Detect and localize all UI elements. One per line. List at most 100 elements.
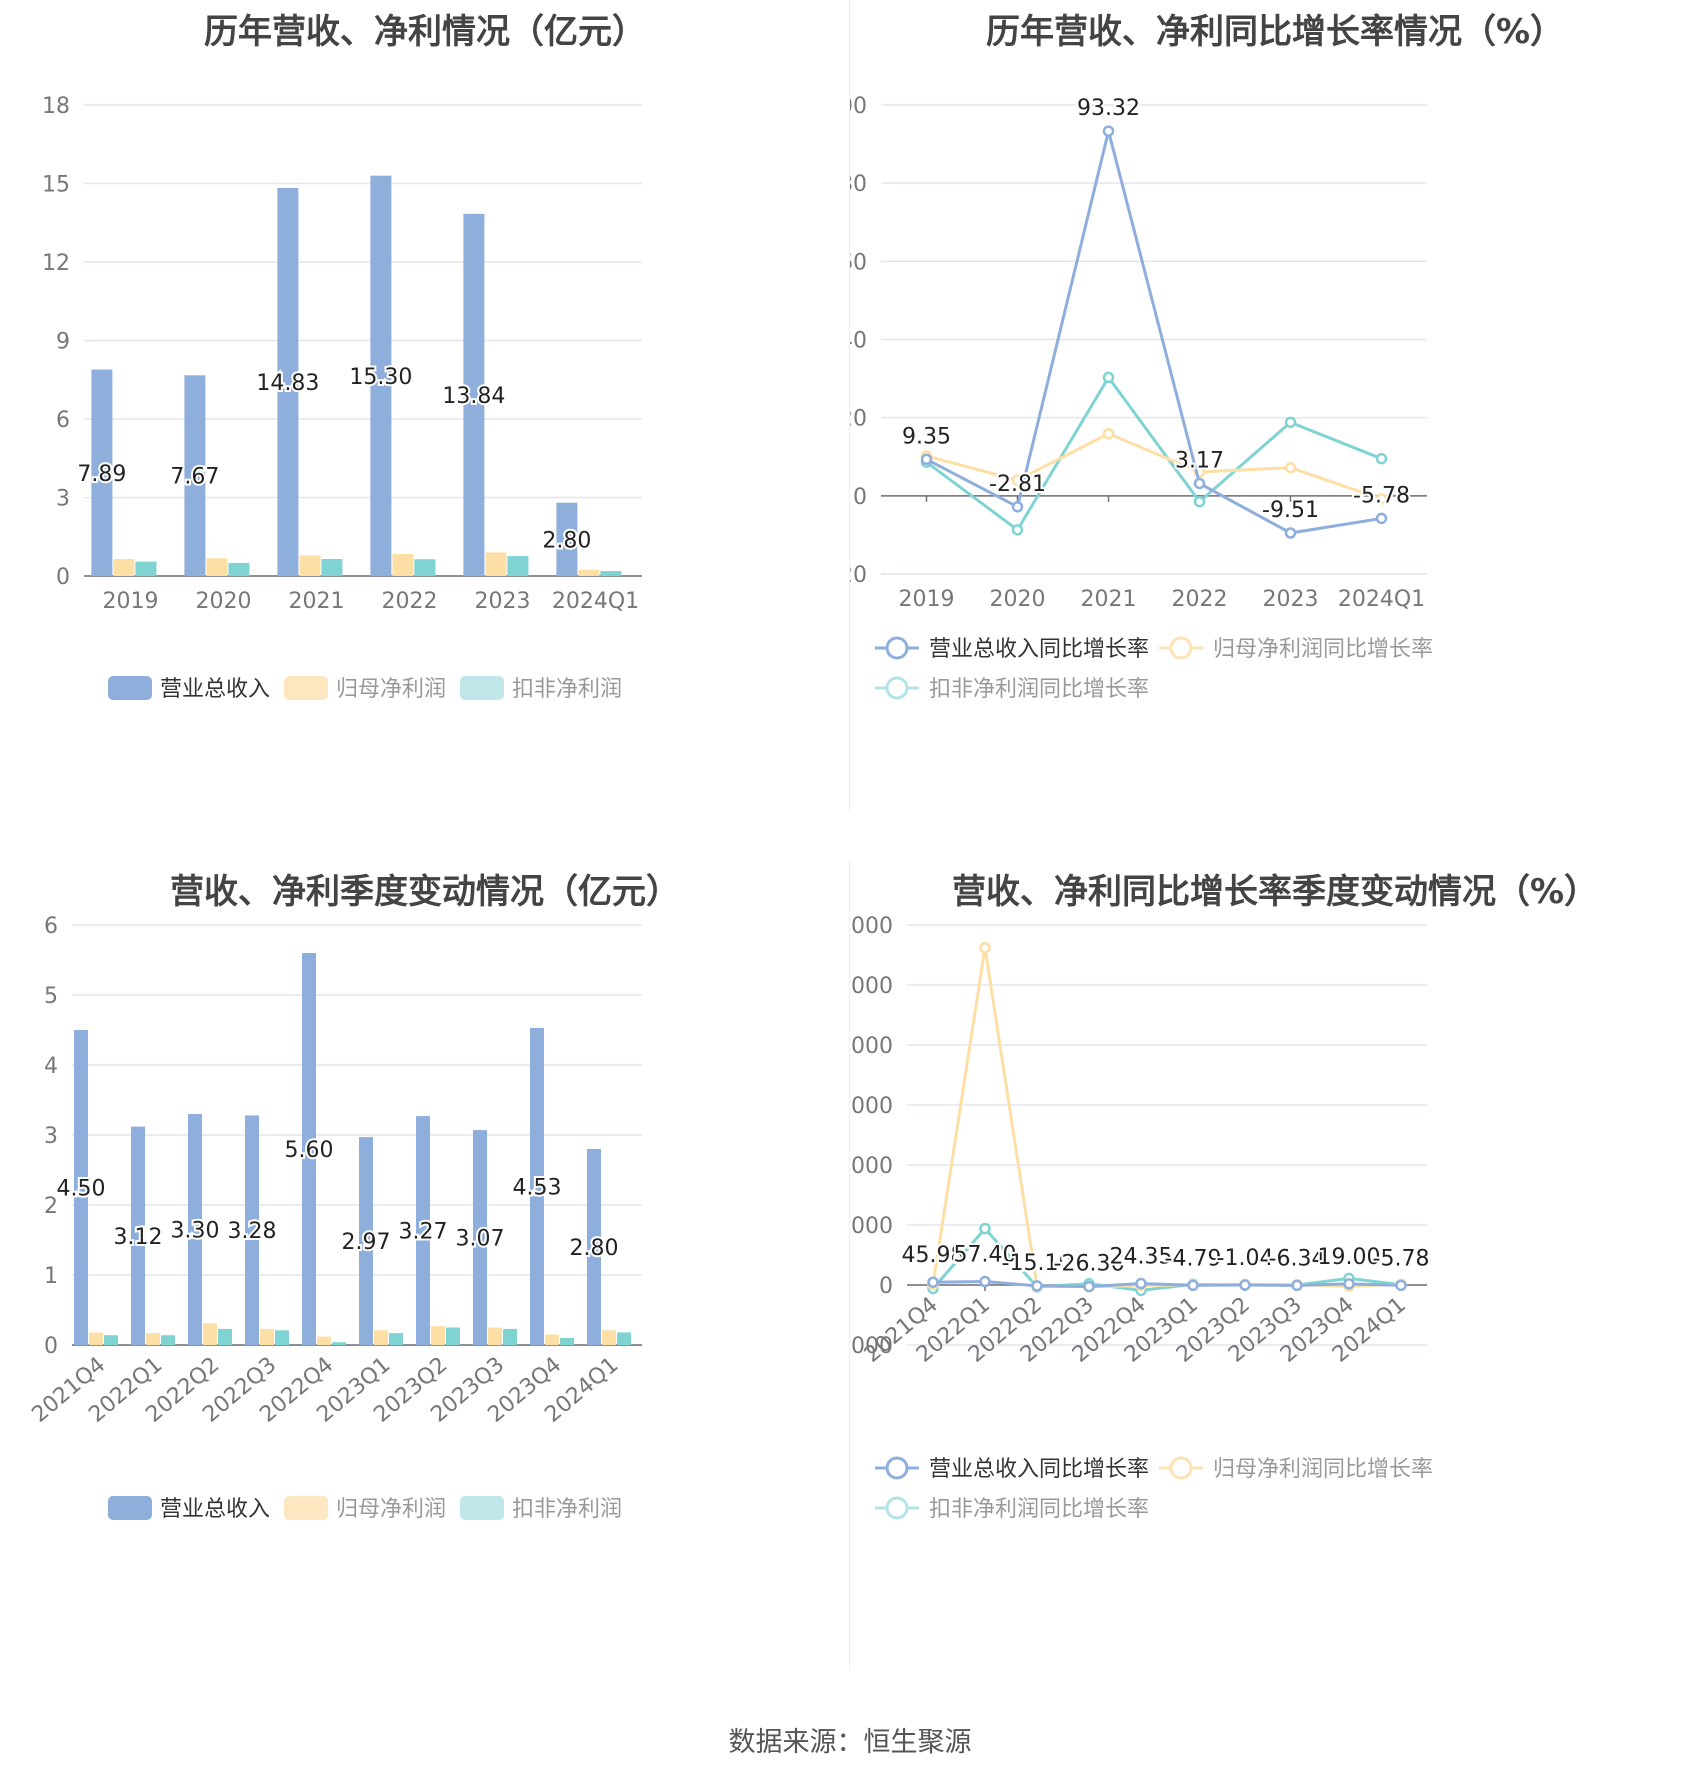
legend-label-net-profit: 归母净利润: [336, 677, 446, 702]
point-revenue: [1343, 1278, 1355, 1290]
y-tick-label: 0: [44, 1334, 58, 1359]
bar-revenue: [463, 213, 485, 576]
x-tick-label: 2024Q1: [552, 589, 639, 614]
bar-revenue: [74, 1030, 88, 1345]
point-revenue: [1239, 1279, 1251, 1291]
y-tick-label: 0: [56, 565, 70, 590]
y-tick-label: 18: [42, 94, 70, 119]
bar-revenue: [473, 1130, 487, 1345]
bar-deducted-profit: [218, 1328, 232, 1345]
y-tick-label: 0: [853, 485, 867, 510]
annual-revenue-profit-chart: 0 3 6 9 12 15 18 7.89 7.67 14.83 15.30 13.84 2.80 201…: [42, 94, 642, 702]
bar-revenue: [530, 1027, 544, 1345]
data-label-revenue-growth: -5.78: [1353, 483, 1410, 508]
data-label-revenue: 2.80: [570, 1236, 619, 1261]
data-label-revenue-growth: -15.10: [1002, 1251, 1073, 1276]
y-tick-label: 3: [56, 487, 70, 512]
bar-revenue: [556, 502, 578, 576]
point-revenue: [1135, 1277, 1147, 1290]
data-label-revenue-growth: 19.00: [1318, 1245, 1381, 1270]
bar-net-profit: [206, 558, 228, 576]
bar-deducted-profit: [275, 1330, 289, 1345]
x-tick-label: 2022: [1172, 587, 1228, 612]
bar-revenue: [131, 1126, 145, 1345]
point-net-profit: [1375, 493, 1388, 505]
bar-deducted-profit: [503, 1328, 517, 1345]
legend-label-revenue: 营业总收入同比增长率: [929, 1457, 1149, 1482]
point-revenue: [1187, 1279, 1199, 1292]
point-revenue: [920, 453, 933, 466]
y-tick-label: 3: [44, 1124, 58, 1149]
data-label-revenue: 4.50: [57, 1177, 106, 1202]
quarterly-growth-rate-panel: 营收、净利同比增长率季度变动情况（%） -1,000 0 1,000 2,000 3,0…: [850, 860, 1700, 1720]
bar-deducted-profit: [321, 558, 343, 576]
chart-title: 营收、净利同比增长率季度变动情况（%）: [951, 872, 1599, 912]
data-label-revenue: 13.84: [442, 384, 505, 409]
bar-deducted-profit: [332, 1342, 346, 1345]
data-label-revenue-growth: 24.35: [1110, 1245, 1173, 1270]
legend-label-revenue: 营业总收入: [160, 677, 270, 702]
legend-label-net-profit: 归母净利润同比增长率: [1213, 637, 1433, 662]
bar-revenue: [302, 953, 316, 1345]
point-revenue: [1083, 1280, 1095, 1293]
point-revenue: [1395, 1279, 1407, 1292]
legend-label-net-profit: 归母净利润同比增长率: [1213, 1457, 1433, 1482]
series-line-revenue: [925, 130, 1382, 535]
point-deducted-profit: [1375, 452, 1388, 465]
data-label-revenue-growth: 3.17: [1175, 448, 1224, 473]
series-line-net-profit: [931, 947, 1402, 1289]
series-line-deducted-profit: [931, 1226, 1402, 1292]
data-source: 数据来源：恒生聚源: [728, 1727, 972, 1758]
bar-net-profit: [260, 1328, 274, 1345]
y-tick-label: 100: [850, 94, 867, 119]
y-tick-label: 80: [850, 172, 867, 197]
bar-deducted-profit: [446, 1327, 460, 1345]
bar-deducted-profit: [414, 559, 436, 576]
y-tick-label: 1,000: [850, 1214, 893, 1239]
y-tick-label: 2: [44, 1194, 58, 1219]
legend-swatch-deducted-profit: [460, 1496, 504, 1520]
legend-swatch-revenue: [108, 1496, 152, 1520]
y-tick-label: 4,000: [850, 1034, 893, 1059]
data-label-revenue: 7.89: [77, 462, 126, 487]
data-label-revenue-growth: -6.34: [1269, 1246, 1326, 1271]
legend-label-deducted-profit: 扣非净利润同比增长率: [929, 677, 1149, 702]
data-label-revenue-growth: 45.98: [902, 1243, 965, 1268]
data-label-revenue: 7.67: [170, 465, 219, 490]
annual-revenue-profit-panel: 历年营收、净利情况（亿元） 0 3 6 9 12 15 18 7.89 7.67 14.83 15.…: [0, 0, 850, 860]
data-label-revenue-growth: -9.51: [1262, 498, 1319, 523]
divider-bottom: [849, 860, 850, 1670]
chart-title: 历年营收、净利同比增长率情况（%）: [985, 12, 1565, 52]
point-revenue: [1102, 125, 1115, 137]
point-revenue: [927, 1276, 939, 1288]
quarterly-revenue-profit-chart: 0 1 2 3 4 5 6 4.50 3.12 3.30 3.28 5.60 2.97 3.27 3.07 4…: [27, 914, 642, 1522]
bar-net-profit: [146, 1333, 160, 1345]
legend-label-deducted-profit: 扣非净利润: [512, 677, 622, 702]
data-label-revenue-growth: -2.81: [989, 472, 1046, 497]
legend-swatch-net-profit: [284, 676, 328, 700]
bar-net-profit: [89, 1332, 103, 1345]
y-tick-label: 5: [44, 984, 58, 1009]
point-deducted-profit: [1284, 416, 1297, 429]
bar-deducted-profit: [135, 561, 157, 576]
point-net-profit: [1284, 461, 1297, 474]
data-label-revenue: 14.83: [256, 371, 319, 396]
x-tick-label: 2021: [289, 589, 345, 614]
bar-deducted-profit: [228, 562, 250, 576]
bar-net-profit: [431, 1326, 445, 1345]
point-revenue: [1011, 501, 1024, 513]
y-tick-label: 40: [850, 329, 867, 354]
data-label-revenue: 2.80: [542, 528, 591, 553]
bar-deducted-profit: [617, 1332, 631, 1345]
point-net-profit: [1102, 427, 1115, 440]
y-tick-label: 15: [42, 173, 70, 198]
legend-swatch-net-profit: [284, 1496, 328, 1520]
bar-net-profit: [485, 552, 507, 576]
x-tick-label: 2023: [475, 589, 531, 614]
y-tick-label: 1: [44, 1264, 58, 1289]
legend-label-revenue: 营业总收入同比增长率: [929, 637, 1149, 662]
divider-top: [849, 0, 850, 810]
y-tick-label: 3,000: [850, 1094, 893, 1119]
data-label-revenue-growth: -4.79: [1165, 1246, 1222, 1271]
bar-revenue: [91, 369, 113, 576]
